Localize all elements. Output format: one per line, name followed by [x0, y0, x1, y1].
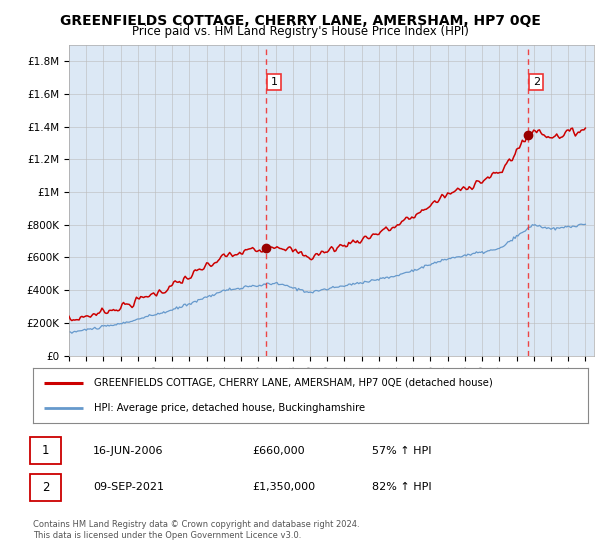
Text: 2: 2: [42, 480, 49, 494]
Text: £660,000: £660,000: [252, 446, 305, 456]
Text: 82% ↑ HPI: 82% ↑ HPI: [372, 482, 431, 492]
Text: 1: 1: [271, 77, 277, 87]
Text: £1,350,000: £1,350,000: [252, 482, 315, 492]
Text: This data is licensed under the Open Government Licence v3.0.: This data is licensed under the Open Gov…: [33, 531, 301, 540]
Text: GREENFIELDS COTTAGE, CHERRY LANE, AMERSHAM, HP7 0QE: GREENFIELDS COTTAGE, CHERRY LANE, AMERSH…: [59, 14, 541, 28]
Text: Contains HM Land Registry data © Crown copyright and database right 2024.: Contains HM Land Registry data © Crown c…: [33, 520, 359, 529]
Text: 09-SEP-2021: 09-SEP-2021: [93, 482, 164, 492]
Text: 2: 2: [533, 77, 540, 87]
Text: GREENFIELDS COTTAGE, CHERRY LANE, AMERSHAM, HP7 0QE (detached house): GREENFIELDS COTTAGE, CHERRY LANE, AMERSH…: [94, 378, 493, 388]
Text: 1: 1: [42, 444, 49, 458]
Text: HPI: Average price, detached house, Buckinghamshire: HPI: Average price, detached house, Buck…: [94, 403, 365, 413]
Text: Price paid vs. HM Land Registry's House Price Index (HPI): Price paid vs. HM Land Registry's House …: [131, 25, 469, 38]
Text: 16-JUN-2006: 16-JUN-2006: [93, 446, 163, 456]
Text: 57% ↑ HPI: 57% ↑ HPI: [372, 446, 431, 456]
